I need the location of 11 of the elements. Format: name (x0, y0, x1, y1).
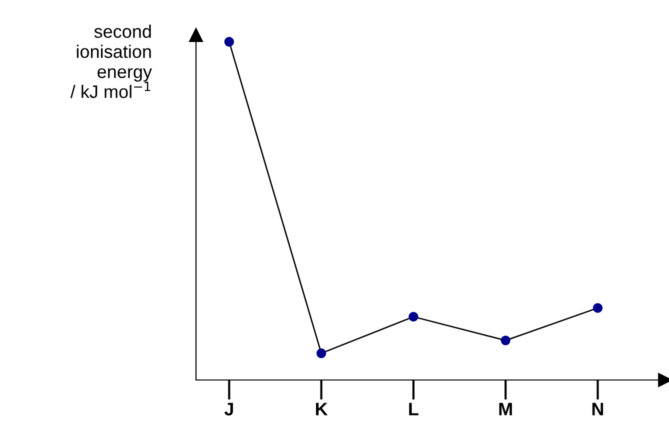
x-tick-label: M (499, 402, 512, 416)
y-axis-title: second ionisation energy / kJ mol$^{−1}$ (70, 24, 152, 98)
point (592, 303, 603, 313)
x-tick-label: K (316, 402, 328, 416)
x-tick-label: L (409, 402, 418, 416)
point (408, 312, 418, 322)
x-tick-label: N (592, 402, 604, 416)
point (500, 336, 510, 346)
point (316, 348, 326, 358)
point (224, 36, 234, 47)
x-tick-label: J (224, 402, 233, 416)
